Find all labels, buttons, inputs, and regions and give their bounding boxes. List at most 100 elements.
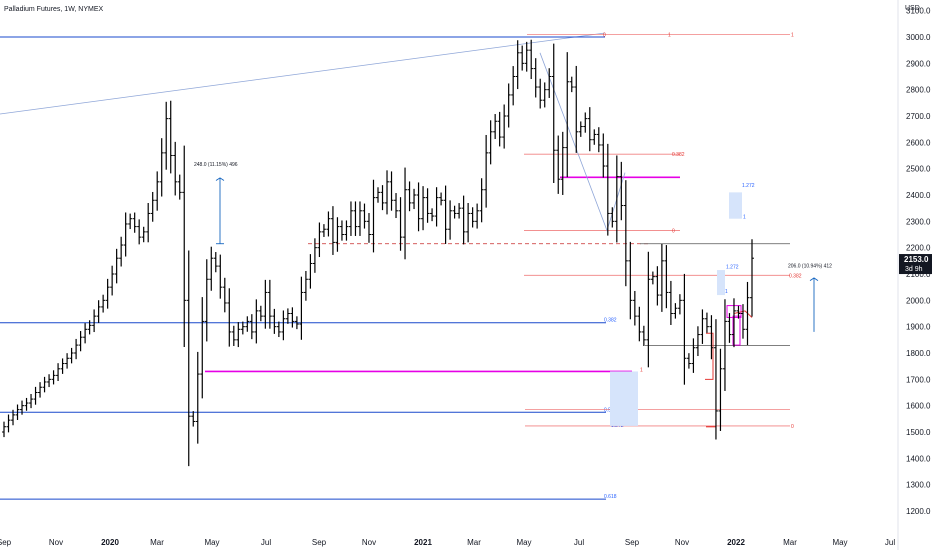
ohlc-bar bbox=[38, 382, 43, 398]
ohlc-bar bbox=[646, 251, 651, 368]
ohlc-bar bbox=[475, 203, 480, 229]
y-tick-label: 2300.0 bbox=[906, 217, 931, 226]
ohlc-bar bbox=[560, 131, 565, 195]
ohlc-bar bbox=[461, 195, 466, 245]
ohlc-bar bbox=[56, 363, 61, 382]
y-tick-label: 2800.0 bbox=[906, 86, 931, 95]
ohlc-bar bbox=[682, 273, 687, 385]
chart-title: Palladium Futures, 1W, NYMEX bbox=[4, 6, 104, 13]
ohlc-bar bbox=[673, 303, 678, 319]
ohlc-bar bbox=[146, 203, 151, 243]
currency-label: USD bbox=[905, 5, 920, 12]
ohlc-bar bbox=[736, 305, 741, 319]
ohlc-bar bbox=[515, 40, 520, 90]
ohlc-bar bbox=[493, 114, 498, 140]
ohlc-bar bbox=[416, 182, 421, 232]
ohlc-bar bbox=[650, 271, 655, 285]
ohlc-bar bbox=[750, 239, 754, 317]
y-tick-label: 2700.0 bbox=[906, 112, 931, 121]
ohlc-bar bbox=[177, 174, 182, 200]
ohlc-bar bbox=[182, 145, 187, 348]
y-tick-label: 1700.0 bbox=[906, 375, 931, 384]
ohlc-bar bbox=[407, 181, 412, 212]
ohlc-bar bbox=[65, 353, 70, 369]
ohlc-bar bbox=[439, 192, 444, 206]
ohlc-bar bbox=[592, 129, 597, 145]
x-tick-label: 2020 bbox=[101, 538, 119, 547]
ohlc-bar bbox=[294, 316, 299, 330]
ohlc-bar bbox=[186, 250, 191, 467]
ohlc-bar bbox=[632, 290, 637, 326]
ohlc-bar bbox=[664, 245, 669, 309]
ohlc-bar bbox=[556, 135, 561, 194]
ohlc-bar bbox=[33, 386, 38, 405]
ohlc-bar bbox=[709, 315, 714, 360]
x-tick-label: Mar bbox=[783, 538, 797, 547]
pattern-mark bbox=[733, 310, 753, 318]
ohlc-bar bbox=[24, 397, 29, 411]
ohlc-bar bbox=[740, 304, 745, 339]
measure-label: 248.0 (11.15%) 496 bbox=[194, 162, 238, 168]
ohlc-bar bbox=[601, 133, 606, 178]
ohlc-bar bbox=[272, 308, 277, 334]
ohlc-bar bbox=[353, 201, 358, 236]
ohlc-bar bbox=[376, 187, 380, 203]
ohlc-bar bbox=[249, 314, 254, 340]
y-tick-label: 1500.0 bbox=[906, 428, 931, 437]
ohlc-bar bbox=[348, 201, 353, 236]
measure-arrow-head bbox=[215, 177, 225, 181]
x-tick-label: Mar bbox=[150, 538, 164, 547]
ohlc-bar bbox=[51, 370, 56, 385]
ohlc-bar bbox=[254, 299, 259, 344]
ohlc-bar bbox=[430, 208, 435, 222]
ohlc-bar bbox=[470, 207, 475, 228]
ohlc-bar bbox=[159, 138, 164, 197]
ohlc-bar bbox=[524, 41, 529, 72]
y-tick-label: 1900.0 bbox=[906, 323, 931, 332]
measure-label: 206.0 (10.94%) 412 bbox=[788, 263, 832, 269]
ohlc-bar bbox=[538, 78, 543, 109]
fib-label: 1 bbox=[668, 32, 671, 38]
ohlc-bar bbox=[20, 400, 25, 415]
ohlc-bar bbox=[29, 393, 34, 409]
ohlc-bar bbox=[290, 307, 295, 328]
ohlc-bar bbox=[227, 288, 232, 347]
x-tick-label: Jul bbox=[261, 538, 271, 547]
ohlc-bar bbox=[258, 305, 263, 322]
x-tick-label: May bbox=[204, 538, 219, 547]
ohlc-bar bbox=[596, 127, 601, 153]
ohlc-bar bbox=[344, 220, 349, 241]
ohlc-bar bbox=[366, 213, 371, 243]
x-tick-label: Mar bbox=[467, 538, 481, 547]
ohlc-bar bbox=[96, 300, 101, 323]
ohlc-bar bbox=[677, 294, 682, 315]
ohlc-bar bbox=[511, 66, 516, 106]
ohlc-bar bbox=[123, 212, 128, 257]
ohlc-bar bbox=[623, 180, 628, 287]
ohlc-bar bbox=[394, 193, 399, 219]
ohlc-bar bbox=[218, 254, 223, 299]
x-tick-label: 2021 bbox=[414, 538, 432, 547]
ohlc-bar bbox=[78, 331, 83, 352]
pattern-box bbox=[732, 315, 741, 346]
ohlc-bar bbox=[195, 351, 200, 444]
ohlc-bar bbox=[101, 294, 106, 313]
ohlc-bar bbox=[529, 39, 534, 80]
zigzag-line bbox=[539, 52, 626, 232]
ohlc-bar bbox=[60, 358, 65, 374]
fib-label: 0 bbox=[791, 424, 794, 430]
ohlc-bar bbox=[547, 68, 552, 98]
last-price-badge: 2153.0 3d 9h bbox=[899, 254, 932, 275]
ohlc-bar bbox=[285, 308, 290, 324]
ohlc-bar bbox=[119, 236, 124, 267]
ohlc-bar bbox=[245, 316, 250, 332]
ohlc-bar bbox=[362, 203, 367, 229]
ohlc-bar bbox=[276, 321, 281, 338]
ohlc-bar bbox=[425, 188, 430, 223]
ohlc-bar bbox=[691, 338, 696, 373]
ohlc-bar bbox=[317, 222, 322, 258]
fib-label: 0 bbox=[672, 229, 675, 235]
